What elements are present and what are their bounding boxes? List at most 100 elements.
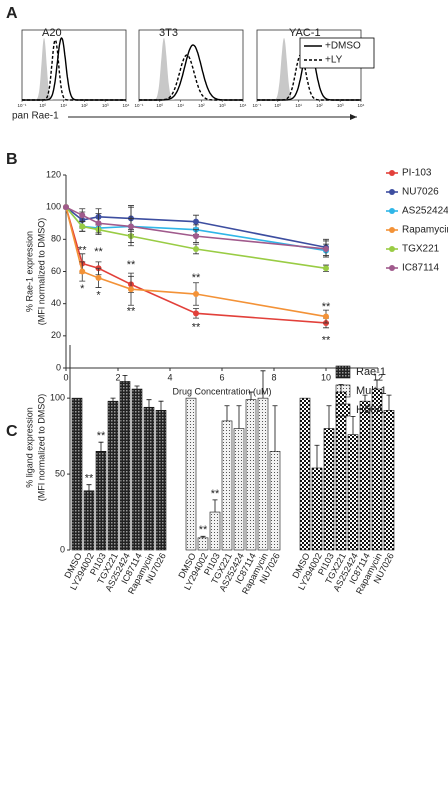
legend-label: Rapamycin — [402, 225, 448, 236]
significance: ** — [78, 244, 87, 256]
data-point — [128, 286, 134, 293]
significance: ** — [94, 246, 103, 258]
error-bar — [314, 444, 320, 468]
y-tick-label: 100 — [50, 393, 65, 403]
legend-label: IC87114 — [402, 263, 440, 274]
ly-curve — [22, 38, 126, 101]
x-tick-label: 10² — [316, 103, 323, 108]
x-tick-label: 10¹ — [60, 103, 67, 108]
legend-swatch — [335, 403, 351, 417]
data-point — [95, 220, 102, 227]
data-point — [193, 218, 199, 225]
y-tick-label: 60 — [51, 266, 61, 276]
error-bar — [260, 370, 266, 399]
bar — [233, 428, 245, 551]
x-tick-label: 10⁻¹ — [253, 103, 262, 108]
y-tick-label: 50 — [55, 468, 65, 478]
bar — [359, 400, 371, 551]
legend-swatch — [335, 365, 351, 379]
error-bar — [326, 405, 332, 429]
error-bar — [224, 405, 230, 421]
x-axis-label: Drug Concentration (uM) — [172, 386, 271, 396]
isotype-curve — [257, 38, 361, 100]
legend-marker — [389, 265, 395, 271]
legend-label: Rae-1 — [356, 366, 386, 378]
panel-label: B — [6, 151, 18, 168]
x-tick-label: 2 — [115, 372, 120, 382]
data-point — [193, 291, 199, 298]
legend-marker — [389, 208, 395, 214]
bar — [299, 397, 311, 551]
bar — [209, 511, 221, 551]
bar — [119, 381, 131, 551]
data-point — [323, 245, 329, 252]
x-tick-label: 10⁰ — [156, 103, 163, 108]
legend-label: NU7026 — [402, 187, 439, 198]
dmso-curve — [22, 37, 126, 101]
y-tick-label: 80 — [51, 234, 61, 244]
x-tick-label: 10² — [198, 103, 205, 108]
significance: ** — [322, 301, 331, 313]
x-tick-label: 12 — [373, 372, 383, 382]
x-tick-label: 10⁴ — [123, 103, 130, 108]
x-tick-label: 10 — [321, 372, 331, 382]
error-bar — [236, 405, 242, 429]
error-bar — [200, 535, 206, 538]
data-point — [63, 204, 69, 211]
error-bar — [146, 399, 152, 408]
x-tick-label: 10⁴ — [358, 103, 365, 108]
error-bar — [338, 384, 344, 393]
legend-label: H60A — [356, 404, 384, 416]
legend-box — [299, 37, 375, 69]
significance: ** — [127, 259, 136, 271]
histogram-frame — [21, 29, 127, 101]
error-bar — [98, 441, 104, 452]
bar — [131, 388, 143, 551]
y-tick-label: 20 — [51, 330, 61, 340]
series-line — [65, 206, 327, 250]
legend-label: AS252424 — [402, 206, 448, 217]
isotype-curve — [22, 38, 126, 100]
error-bar — [122, 374, 128, 382]
error-bar — [134, 385, 140, 390]
significance: ** — [127, 306, 136, 318]
subplot-title: YAC-1 — [289, 27, 321, 39]
legend-marker — [389, 170, 395, 176]
y-axis-label: (MFI normalized to DMSO) — [36, 394, 46, 502]
data-point — [193, 310, 199, 317]
data-point — [79, 223, 86, 230]
y-tick-label: 0 — [60, 544, 65, 554]
data-point — [193, 245, 199, 252]
y-tick-label: 40 — [51, 298, 61, 308]
bar — [83, 490, 95, 551]
error-bar — [362, 394, 368, 402]
legend-label: +DMSO — [325, 41, 361, 52]
legend-label: +LY — [325, 55, 343, 66]
error-bar — [86, 484, 92, 491]
error-bar — [110, 397, 116, 402]
bar — [257, 397, 269, 551]
data-point — [323, 313, 329, 320]
bar — [245, 399, 257, 551]
y-axis-label: % Rae-1 expression — [24, 231, 34, 312]
data-point — [95, 274, 102, 281]
data-point — [323, 265, 329, 272]
bar — [383, 409, 395, 551]
significance: ** — [85, 473, 94, 485]
x-tick-label: 10⁰ — [274, 103, 281, 108]
bar — [347, 434, 359, 551]
data-point — [79, 212, 86, 219]
bar — [323, 428, 335, 551]
legend-marker — [389, 246, 395, 252]
x-tick-label: 0 — [63, 372, 68, 382]
data-point — [79, 268, 86, 275]
subplot-title: A20 — [42, 27, 62, 39]
x-tick-label: 10² — [81, 103, 88, 108]
significance: * — [96, 290, 101, 302]
bar — [221, 420, 233, 551]
x-tick-label: 10¹ — [177, 103, 184, 108]
x-tick-label: 10⁰ — [39, 103, 46, 108]
series-line — [65, 206, 327, 249]
panel-label: C — [6, 423, 18, 440]
